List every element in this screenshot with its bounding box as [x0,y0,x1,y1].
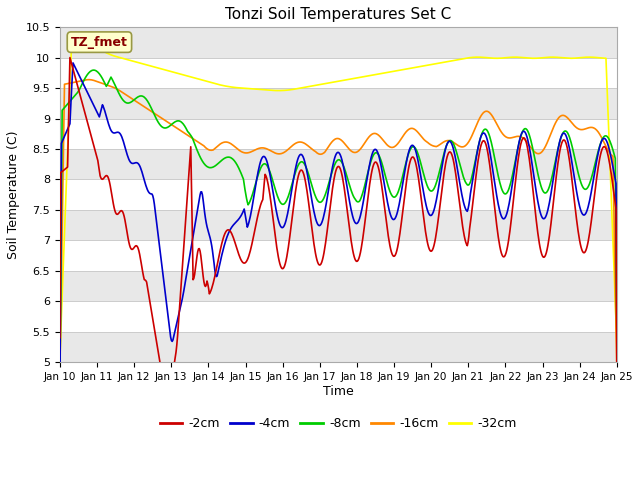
Bar [60,332,617,362]
X-axis label: Time: Time [323,384,354,397]
Bar [60,88,617,119]
Text: TZ_fmet: TZ_fmet [71,36,128,48]
Bar [60,210,617,240]
Bar [60,27,617,58]
Bar [60,271,617,301]
Y-axis label: Soil Temperature (C): Soil Temperature (C) [7,131,20,259]
Bar [60,149,617,180]
Legend: -2cm, -4cm, -8cm, -16cm, -32cm: -2cm, -4cm, -8cm, -16cm, -32cm [155,412,522,435]
Title: Tonzi Soil Temperatures Set C: Tonzi Soil Temperatures Set C [225,7,451,22]
